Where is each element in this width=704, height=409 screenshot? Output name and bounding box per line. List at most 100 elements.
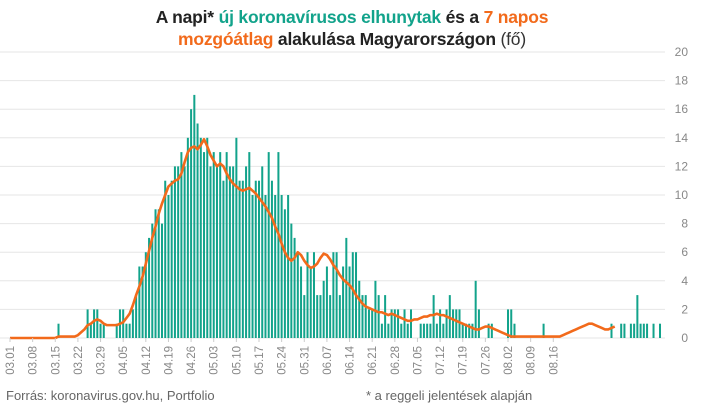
bar (510, 309, 513, 338)
bar (652, 323, 655, 338)
bar (131, 309, 134, 338)
bar (167, 195, 170, 338)
bar (283, 209, 286, 338)
bar (251, 195, 254, 338)
bar (490, 323, 493, 338)
x-tick-label: 03.15 (50, 346, 62, 375)
bar (338, 295, 341, 338)
bar (303, 295, 306, 338)
bar (345, 237, 348, 338)
bar (435, 323, 438, 338)
bar (141, 266, 144, 338)
bar (164, 180, 167, 338)
x-tick-label: 06.21 (367, 346, 379, 375)
y-tick-label: 18 (675, 74, 689, 88)
bar (335, 252, 338, 338)
bar (225, 152, 228, 338)
x-tick-label: 08.02 (503, 346, 515, 375)
x-tick-label: 05.24 (277, 345, 289, 374)
y-tick-label: 0 (681, 331, 688, 345)
x-tick-label: 05.10 (231, 346, 243, 375)
x-tick-label: 04.26 (186, 346, 198, 375)
bar (316, 295, 319, 338)
bar (371, 309, 374, 338)
bar (219, 152, 222, 338)
bar (429, 323, 432, 338)
bar (513, 323, 516, 338)
y-tick-label: 16 (675, 102, 689, 116)
bar (390, 309, 393, 338)
bar (636, 295, 639, 338)
bar (222, 180, 225, 338)
bar (468, 323, 471, 338)
bar (633, 323, 636, 338)
bar (86, 309, 89, 338)
bar (623, 323, 626, 338)
bar (448, 295, 451, 338)
bar (170, 180, 173, 338)
bar (186, 137, 189, 338)
title-text-deaths: új koronavírusos elhunytak (218, 7, 442, 27)
moving-average-path (10, 137, 616, 340)
x-tick-label: 04.12 (141, 346, 153, 375)
bar (348, 266, 351, 338)
bar (322, 280, 325, 338)
bar (351, 252, 354, 338)
bar (274, 195, 277, 338)
bar (290, 223, 293, 338)
title-line-1: A napi* új koronavírusos elhunytak és a … (0, 6, 704, 28)
bar (193, 94, 196, 339)
bar (212, 152, 215, 338)
x-tick-label: 07.12 (435, 346, 447, 375)
title-text-and: és a (440, 7, 484, 27)
bar (57, 323, 60, 338)
bar (474, 280, 477, 338)
bar (445, 309, 448, 338)
bar (154, 209, 157, 338)
bar (409, 309, 412, 338)
bar (397, 309, 400, 338)
bar (364, 295, 367, 338)
bar (309, 266, 312, 338)
bar (300, 266, 303, 338)
bar (190, 109, 193, 338)
bar (367, 309, 370, 338)
moving-average-line (10, 137, 616, 340)
bar (280, 195, 283, 338)
bar (426, 323, 429, 338)
bar (151, 223, 154, 338)
title-text-moving-average: mozgóátlag (178, 29, 274, 49)
bar (209, 166, 212, 338)
x-axis-ticks: 03.01 03.08 03.15 03.22 03.29 04.05 04.12 04.19… (5, 338, 560, 375)
bar (248, 152, 251, 338)
bar (264, 195, 267, 338)
y-tick-label: 10 (675, 188, 689, 202)
bar (238, 180, 241, 338)
title-text-a: A napi* (155, 7, 219, 27)
bar (461, 323, 464, 338)
bar (358, 280, 361, 338)
bar (507, 309, 510, 338)
x-tick-label: 04.19 (163, 346, 175, 375)
bar (125, 323, 128, 338)
bar (293, 237, 296, 338)
bar (232, 166, 235, 338)
bar (199, 137, 202, 338)
bar (419, 323, 422, 338)
bar (342, 266, 345, 338)
bar (471, 323, 474, 338)
x-tick-label: 03.22 (73, 346, 85, 375)
y-tick-label: 8 (681, 217, 688, 231)
bar (439, 309, 442, 338)
x-tick-label: 06.14 (345, 345, 357, 374)
x-tick-label: 05.31 (299, 346, 311, 375)
bar (261, 166, 264, 338)
x-tick-label: 08.09 (526, 346, 538, 375)
bar (99, 323, 102, 338)
bar (215, 166, 218, 338)
bar (620, 323, 623, 338)
bar (180, 152, 183, 338)
bar (135, 295, 138, 338)
bar (646, 323, 649, 338)
